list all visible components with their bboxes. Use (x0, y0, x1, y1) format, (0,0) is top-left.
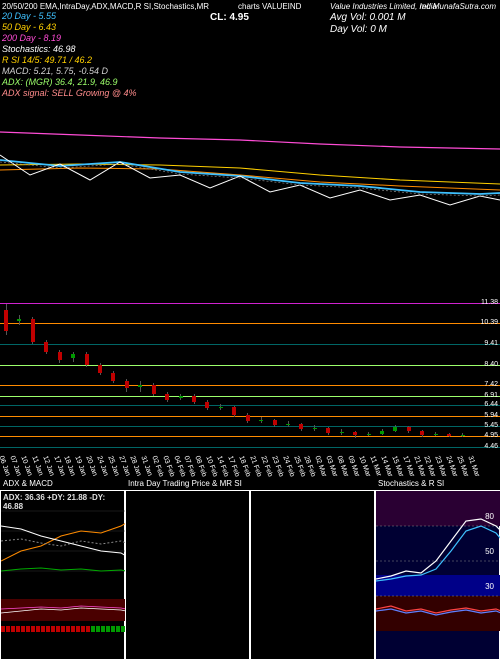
panel-intraday-2 (250, 490, 375, 660)
candle (138, 385, 142, 387)
price-level-label: 6.44 (484, 401, 498, 408)
candle (246, 415, 250, 421)
svg-text:80: 80 (485, 512, 494, 521)
price-level-label: 4.95 (484, 432, 498, 439)
candle (192, 396, 196, 402)
indicator-line: 20 Day - 5.55 (2, 11, 56, 21)
panel-title: Intra Day Trading Price & MR SI (128, 479, 242, 488)
candle (152, 385, 156, 393)
candle (407, 427, 411, 431)
candle (420, 431, 424, 435)
indicator-line: 200 Day - 8.19 (2, 33, 61, 43)
candle (461, 435, 465, 436)
svg-text:30: 30 (485, 582, 494, 591)
indicator-line: 50 Day - 6.43 (2, 22, 56, 32)
candle (17, 319, 21, 321)
candle (353, 432, 357, 435)
price-level-line (0, 323, 500, 324)
root: 20/50/200 EMA,IntraDay,ADX,MACD,R SI,Sto… (0, 0, 500, 660)
indicator-line: Stochastics: 46.98 (2, 44, 76, 54)
indicator-line: MACD: 5.21, 5.75, -0.54 D (2, 66, 108, 76)
panel-intraday: Intra Day Trading Price & MR SI (125, 490, 250, 660)
cl-value: CL: 4.95 (210, 12, 249, 23)
candle-chart: 11.38 10.39 9.41 8.40 7.42 6.91 6.44 5.94 5.45 4.… (0, 300, 500, 450)
panel-stochastics: Stochastics & R SI 805030 (375, 490, 500, 660)
panel-adx-macd: ADX & MACD ADX: 36.36 +DY: 21.88 -DY: 46… (0, 490, 125, 660)
candle (340, 432, 344, 433)
candle (44, 342, 48, 352)
price-level-label: 8.40 (484, 361, 498, 368)
ema-chart (0, 120, 500, 240)
candle (125, 381, 129, 387)
candle (98, 365, 102, 373)
panel-title: ADX & MACD (3, 479, 53, 488)
indicator-line: ADX: (MGR) 36.4, 21.9, 46.9 (2, 77, 118, 87)
day-vol: Day Vol: 0 M (330, 24, 387, 35)
title-left: 20/50/200 EMA,IntraDay,ADX,MACD,R SI,Sto… (2, 2, 209, 11)
candle (85, 354, 89, 364)
adx-readout: ADX: 36.36 +DY: 21.88 -DY: 46.88 (3, 493, 124, 511)
price-level-label: 5.45 (484, 422, 498, 429)
candle (111, 373, 115, 381)
candle (259, 420, 263, 421)
title-center: charts VALUEIND (238, 2, 301, 11)
candle (326, 428, 330, 433)
candle (232, 407, 236, 414)
avg-vol: Avg Vol: 0.001 M (330, 12, 406, 23)
candle (31, 319, 35, 342)
price-level-label: 11.38 (481, 299, 498, 306)
price-level-label: 4.46 (484, 443, 498, 450)
indicator-line: R SI 14/5: 49.71 / 46.2 (2, 55, 92, 65)
candle (219, 407, 223, 408)
price-level-label: 7.42 (484, 381, 498, 388)
candle (71, 354, 75, 358)
candle (179, 396, 183, 398)
candle (4, 310, 8, 331)
candle (299, 424, 303, 429)
svg-text:50: 50 (485, 547, 494, 556)
header: 20/50/200 EMA,IntraDay,ADX,MACD,R SI,Sto… (0, 0, 500, 100)
panel-title: Stochastics & R SI (378, 479, 444, 488)
candle (165, 394, 169, 400)
price-level-line (0, 416, 500, 417)
price-level-line (0, 426, 500, 427)
price-level-line (0, 385, 500, 386)
price-level-line (0, 303, 500, 304)
candle (380, 431, 384, 434)
indicator-line: ADX signal: SELL Growing @ 4% (2, 88, 137, 98)
price-level-line (0, 344, 500, 345)
price-level-label: 5.94 (484, 412, 498, 419)
price-level-line (0, 365, 500, 366)
price-level-label: 6.91 (484, 392, 498, 399)
price-level-line (0, 396, 500, 397)
price-level-label: 9.41 (484, 340, 498, 347)
bottom-panels: ADX & MACD ADX: 36.36 +DY: 21.88 -DY: 46… (0, 490, 500, 660)
price-level-label: 10.39 (480, 319, 498, 326)
price-level-line (0, 447, 500, 448)
candle (434, 434, 438, 435)
candle (367, 434, 371, 435)
price-level-line (0, 436, 500, 437)
price-level-line (0, 405, 500, 406)
candle (393, 427, 397, 431)
title-far-right: rel: MunafaSutra.com (420, 2, 496, 11)
candle (273, 420, 277, 425)
candle (286, 424, 290, 425)
candle (447, 434, 451, 436)
candle (58, 352, 62, 360)
candle (313, 428, 317, 429)
candle (205, 402, 209, 408)
